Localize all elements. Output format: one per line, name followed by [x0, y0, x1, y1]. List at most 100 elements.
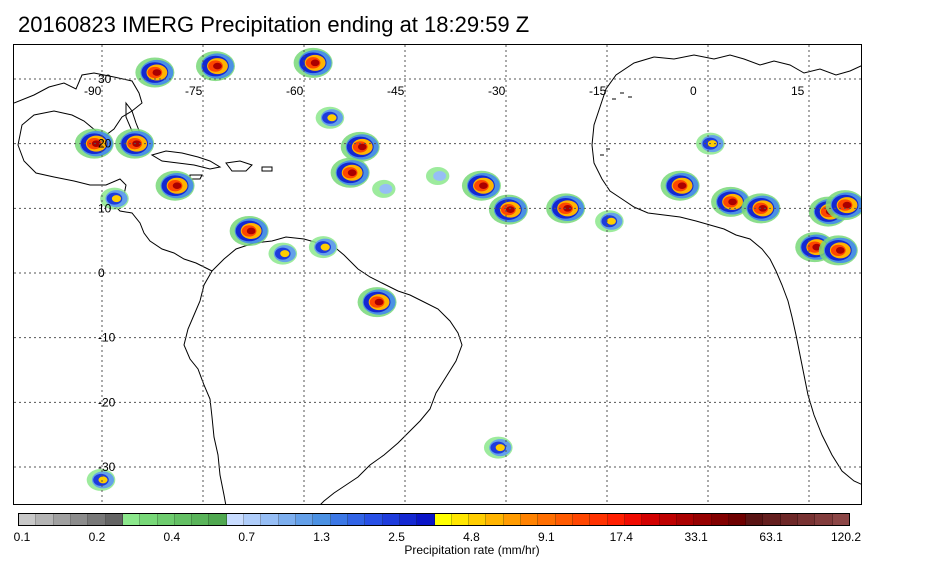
precip-cell-contour: [758, 205, 768, 212]
colorbar-segment: [573, 514, 591, 525]
precip-cell-contour: [91, 140, 101, 147]
precipitation-layer: [74, 47, 861, 491]
longitude-label: -30: [488, 84, 506, 98]
longitude-label: -45: [387, 84, 405, 98]
precip-cell-contour: [506, 206, 515, 213]
colorbar-segment: [728, 514, 747, 525]
colorbar-segment: [521, 514, 539, 525]
colorbar-tick-label: 17.4: [609, 530, 633, 544]
precip-cell: [825, 190, 861, 221]
colorbar-segment: [313, 514, 331, 525]
precip-cell: [372, 179, 396, 198]
precip-cell-contour: [98, 476, 108, 484]
precip-cell: [308, 236, 338, 259]
coastline-cuba: [150, 150, 222, 170]
colorbar-segment: [157, 514, 175, 525]
precip-cell-contour: [728, 198, 737, 206]
precip-cell: [229, 215, 269, 246]
latitude-label: 0: [98, 266, 105, 280]
colorbar-tick-label: 2.5: [388, 530, 405, 544]
longitude-label: -15: [589, 84, 607, 98]
colorbar-segment: [296, 514, 314, 525]
precip-cell: [86, 468, 116, 491]
precip-cell: [461, 170, 501, 201]
coastline-africa-north: [653, 54, 861, 76]
latitude-label: -30: [98, 460, 116, 474]
precip-cell-contour: [310, 59, 320, 67]
longitude-label: -90: [84, 84, 102, 98]
coastline-africa: [591, 56, 861, 485]
coastline-south-america: [183, 236, 463, 504]
colorbar-segment: [486, 514, 504, 525]
precip-cell: [330, 157, 370, 188]
colorbar-segment: [694, 514, 712, 525]
precip-cell-contour: [842, 201, 852, 209]
coastline-puerto-rico: [261, 166, 273, 172]
colorbar-tick-label: 120.2: [830, 530, 862, 544]
precip-cell-contour: [379, 183, 393, 194]
precip-cell-contour: [327, 114, 337, 122]
precip-cell: [135, 57, 175, 88]
colorbar-tick-label: 33.1: [684, 530, 708, 544]
precip-cell-contour: [677, 182, 687, 190]
colorbar-tick-label: 9.1: [538, 530, 555, 544]
colorbar-tick-label: 63.1: [759, 530, 783, 544]
colorbar-segment: [746, 514, 764, 525]
precip-cell-contour: [835, 247, 845, 254]
colorbar-tick-label: 4.8: [463, 530, 480, 544]
precip-cell-contour: [213, 62, 222, 70]
coastline-cape-verde: [600, 148, 610, 156]
colorbar-segment: [555, 514, 573, 525]
colorbar-segment: [19, 514, 37, 525]
precip-cell-contour: [280, 250, 290, 258]
precip-cell-contour: [347, 169, 357, 177]
colorbar-tick-label: 0.2: [88, 530, 106, 544]
precip-cell: [357, 287, 397, 318]
colorbar-tick-label: 0.1: [13, 530, 31, 544]
precip-cell: [100, 187, 129, 210]
latitude-label: -10: [98, 331, 116, 345]
coastline-canary-islands: [612, 92, 632, 100]
precip-cell-contour: [172, 182, 182, 190]
latitude-label: -20: [98, 395, 116, 409]
colorbar-segment: [399, 514, 418, 525]
colorbar-segment: [815, 514, 833, 525]
lat-lon-grid: [14, 45, 861, 504]
colorbar-segment: [780, 514, 799, 525]
colorbar-segment: [36, 514, 54, 525]
precip-cell-contour: [812, 243, 822, 251]
precip-cell: [155, 170, 195, 201]
colorbar-segment: [711, 514, 729, 525]
precip-cell-contour: [246, 227, 256, 235]
colorbar-segment: [53, 514, 71, 525]
precip-cell: [818, 235, 858, 266]
precip-cell: [488, 194, 528, 225]
colorbar-tick-label: 0.4: [163, 530, 181, 544]
colorbar-segment: [659, 514, 677, 525]
precip-cell-contour: [374, 298, 384, 306]
precip-cell-contour: [132, 140, 141, 147]
precip-cell: [315, 106, 345, 129]
longitude-label: 15: [791, 84, 805, 98]
precip-cell-contour: [563, 205, 572, 212]
coastlines: [14, 54, 861, 504]
precip-cell: [195, 51, 235, 82]
precip-cell: [595, 210, 624, 233]
colorbar-segment: [417, 514, 435, 525]
colorbar-segment: [538, 514, 556, 525]
map-canvas: -90 -75 -60 -45 -30 -15 0 15 30 20 10 0 -10 -20 -30: [14, 45, 861, 504]
precip-cell-contour: [495, 444, 505, 452]
longitude-label: -75: [185, 84, 203, 98]
colorbar-segment: [70, 514, 89, 525]
precip-cell: [340, 131, 380, 162]
precip-cell: [483, 436, 513, 459]
colorbar-segment: [105, 514, 123, 525]
precip-cell-contour: [357, 143, 367, 151]
colorbar-segment: [174, 514, 193, 525]
colorbar-segment: [140, 514, 158, 525]
colorbar-segment: [624, 514, 643, 525]
colorbar-segment: [192, 514, 210, 525]
longitude-label: -60: [286, 84, 304, 98]
colorbar-segment: [503, 514, 522, 525]
precipitation-colorbar: [18, 513, 850, 526]
